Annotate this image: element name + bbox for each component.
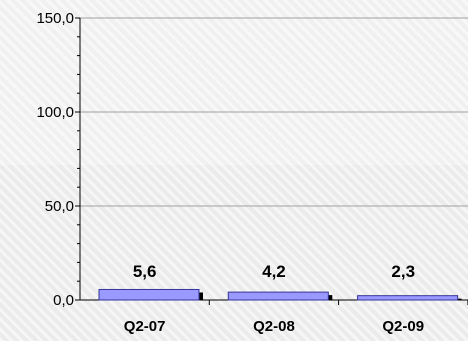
bar-shadow (456, 298, 462, 300)
x-category-label: Q2-08 (253, 318, 295, 335)
data-label: 2,3 (391, 262, 415, 281)
y-tick-label: 100,0 (36, 104, 74, 121)
bar (98, 288, 200, 301)
data-label: 5,6 (133, 262, 157, 281)
y-tick-label: 0,0 (53, 292, 74, 309)
bar-shadow (198, 292, 203, 300)
y-tick-label: 150,0 (36, 10, 74, 27)
bar (357, 295, 459, 301)
bar (227, 291, 329, 301)
plot-background-highlight (0, 0, 468, 165)
data-label: 4,2 (262, 262, 286, 281)
bar-shadow (327, 295, 333, 300)
x-category-label: Q2-09 (382, 318, 424, 335)
y-tick-label: 50,0 (45, 198, 74, 215)
x-category-label: Q2-07 (124, 318, 166, 335)
